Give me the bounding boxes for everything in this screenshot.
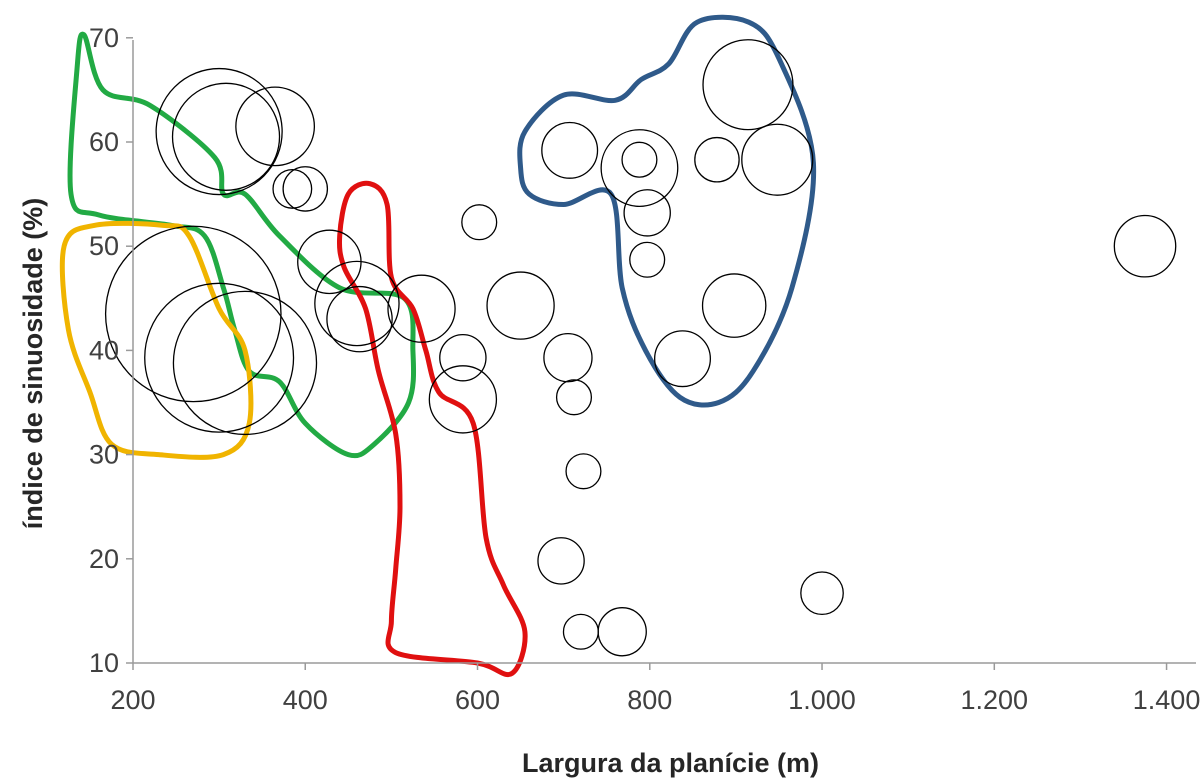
y-tick-label: 60 (89, 127, 119, 157)
bubble-point (694, 136, 740, 183)
y-tick-label: 10 (89, 648, 119, 678)
bubbles (104, 39, 1177, 657)
x-tick-label: 1.200 (961, 685, 1029, 715)
group-outlines (59, 14, 817, 678)
bubble-point (387, 274, 456, 343)
y-tick-label: 70 (89, 23, 119, 53)
x-tick-label: 800 (627, 685, 672, 715)
y-tick-label: 40 (89, 335, 119, 365)
bubble-point (172, 290, 318, 436)
bubble-point (800, 571, 844, 616)
bubble-point (1113, 214, 1177, 278)
bubble-point (741, 123, 814, 196)
group-outline-3 (336, 180, 528, 678)
bubble-point (272, 168, 313, 209)
bubble-point (541, 121, 599, 179)
bubble-point (629, 241, 666, 278)
bubble-point (702, 39, 794, 131)
y-tick-label: 50 (89, 231, 119, 261)
group-outline-2 (59, 220, 254, 460)
bubble-point (144, 282, 295, 433)
bubble-point (428, 365, 498, 434)
bubble-point (439, 333, 487, 382)
y-tick-label: 20 (89, 544, 119, 574)
x-tick-label: 600 (455, 685, 500, 715)
bubble-point (600, 129, 679, 207)
bubble-point (326, 285, 393, 353)
bubble-point (104, 225, 282, 403)
x-axis-ticks: 200 400 600 800 1.000 1.200 1.400 (110, 663, 1200, 715)
y-axis-ticks: 10 20 30 40 50 60 70 (89, 23, 133, 678)
x-tick-label: 400 (283, 685, 328, 715)
bubble-point (565, 453, 602, 490)
bubble-point (461, 204, 498, 241)
bubble-point (486, 271, 555, 340)
bubble-point (537, 537, 585, 585)
bubble-point (155, 67, 283, 196)
group-outline-4 (517, 14, 817, 408)
x-tick-label: 1.000 (788, 685, 856, 715)
y-axis-title: índice de sinuosidade (%) (18, 198, 48, 530)
bubble-point (701, 273, 767, 338)
bubble-point (654, 330, 712, 388)
group-outline-1 (67, 31, 417, 459)
bubble-point (282, 166, 329, 212)
bubble-point (597, 607, 647, 657)
bubble-point (562, 613, 599, 650)
bubble-point (621, 141, 658, 178)
bubble-point (623, 189, 671, 237)
y-tick-label: 30 (89, 440, 119, 470)
bubble-point (235, 86, 316, 167)
bubble-point (543, 332, 593, 383)
x-tick-label: 200 (110, 685, 155, 715)
bubble-point (314, 260, 400, 347)
x-axis-title: Largura da planície (m) (522, 748, 819, 778)
bubble-point (555, 379, 593, 416)
x-tick-label: 1.400 (1133, 685, 1200, 715)
bubble-point (171, 82, 281, 191)
